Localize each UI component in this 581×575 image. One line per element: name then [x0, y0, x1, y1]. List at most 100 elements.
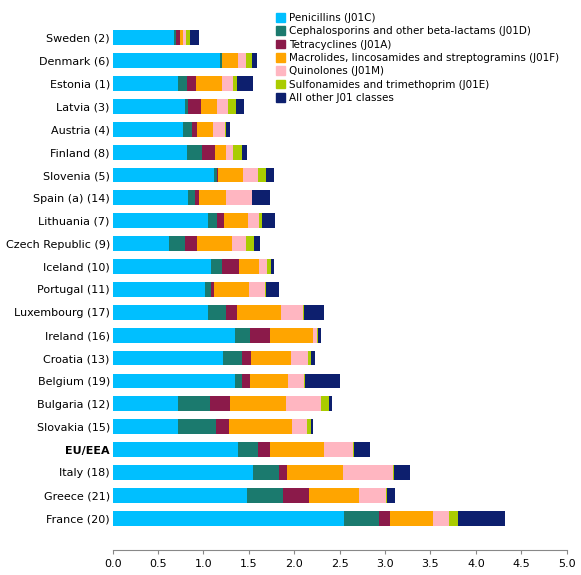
Bar: [246, 236, 254, 251]
Bar: [178, 76, 187, 91]
Bar: [242, 351, 250, 366]
Bar: [259, 259, 267, 274]
Bar: [292, 351, 308, 366]
Bar: [188, 99, 200, 114]
Bar: [211, 259, 223, 274]
Bar: [324, 442, 353, 457]
Bar: [281, 305, 303, 320]
Bar: [113, 465, 253, 480]
Bar: [321, 396, 329, 411]
Bar: [292, 419, 307, 434]
Bar: [238, 442, 258, 457]
Bar: [393, 465, 394, 480]
Bar: [235, 328, 250, 343]
Bar: [224, 213, 248, 228]
Bar: [211, 282, 214, 297]
Bar: [196, 76, 221, 91]
Bar: [266, 282, 279, 297]
Bar: [226, 190, 252, 205]
Bar: [113, 351, 223, 366]
Bar: [185, 236, 197, 251]
Bar: [113, 213, 208, 228]
Bar: [113, 30, 174, 45]
Bar: [309, 488, 358, 503]
Bar: [304, 305, 324, 320]
Bar: [218, 167, 243, 182]
Bar: [248, 213, 259, 228]
Bar: [169, 236, 185, 251]
Bar: [311, 419, 313, 434]
Bar: [221, 53, 223, 68]
Bar: [192, 122, 197, 137]
Bar: [253, 465, 279, 480]
Bar: [258, 442, 270, 457]
Bar: [113, 396, 178, 411]
Bar: [318, 328, 321, 343]
Bar: [223, 53, 238, 68]
Bar: [237, 305, 281, 320]
Bar: [113, 511, 344, 526]
Bar: [284, 488, 309, 503]
Bar: [210, 396, 229, 411]
Bar: [113, 374, 235, 388]
Bar: [187, 76, 196, 91]
Bar: [176, 30, 180, 45]
Bar: [247, 488, 284, 503]
Bar: [250, 374, 288, 388]
Bar: [113, 259, 211, 274]
Bar: [180, 30, 184, 45]
Bar: [288, 374, 304, 388]
Bar: [199, 190, 226, 205]
Bar: [113, 122, 184, 137]
Bar: [394, 465, 410, 480]
Bar: [237, 76, 253, 91]
Bar: [263, 213, 275, 228]
Bar: [270, 328, 313, 343]
Bar: [271, 259, 274, 274]
Bar: [214, 167, 217, 182]
Bar: [329, 396, 332, 411]
Bar: [389, 511, 433, 526]
Bar: [303, 305, 304, 320]
Bar: [228, 99, 236, 114]
Bar: [187, 145, 202, 160]
Bar: [225, 122, 226, 137]
Bar: [265, 282, 266, 297]
Bar: [353, 442, 354, 457]
Bar: [242, 145, 247, 160]
Bar: [313, 328, 317, 343]
Bar: [113, 190, 188, 205]
Bar: [208, 213, 217, 228]
Bar: [239, 259, 259, 274]
Bar: [113, 76, 178, 91]
Bar: [213, 122, 225, 137]
Bar: [113, 419, 178, 434]
Bar: [226, 305, 237, 320]
Bar: [223, 351, 242, 366]
Bar: [113, 236, 169, 251]
Bar: [343, 465, 393, 480]
Bar: [234, 76, 237, 91]
Bar: [249, 282, 265, 297]
Bar: [184, 122, 192, 137]
Bar: [113, 145, 187, 160]
Bar: [174, 30, 176, 45]
Bar: [317, 328, 318, 343]
Bar: [113, 328, 235, 343]
Bar: [113, 167, 214, 182]
Bar: [311, 351, 315, 366]
Bar: [197, 236, 232, 251]
Bar: [246, 53, 252, 68]
Bar: [200, 99, 217, 114]
Bar: [215, 145, 226, 160]
Bar: [188, 190, 195, 205]
Bar: [217, 99, 228, 114]
Bar: [216, 419, 229, 434]
Bar: [308, 351, 311, 366]
Bar: [229, 396, 286, 411]
Bar: [238, 53, 246, 68]
Bar: [354, 442, 371, 457]
Bar: [250, 351, 292, 366]
Bar: [186, 30, 190, 45]
Bar: [178, 396, 210, 411]
